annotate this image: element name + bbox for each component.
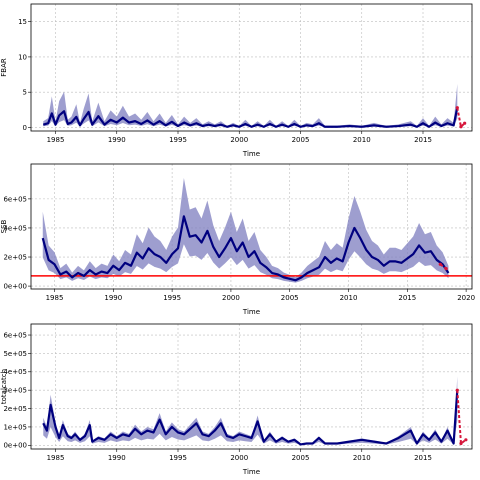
x-tick-label: 2010 bbox=[353, 136, 371, 144]
x-tick-label: 2015 bbox=[398, 294, 416, 302]
y-tick-label: 0e+00 bbox=[3, 282, 27, 290]
x-tick-label: 2005 bbox=[292, 136, 310, 144]
x-tick-label: 2010 bbox=[340, 294, 358, 302]
y-tick-label: 4e+05 bbox=[3, 224, 27, 232]
plot-frame bbox=[30, 323, 473, 450]
y-axis-label: totalcatch bbox=[0, 369, 8, 404]
forecast-point bbox=[464, 438, 468, 442]
y-tick-label: 15 bbox=[18, 18, 27, 26]
y-tick-label: 0 bbox=[23, 124, 27, 132]
x-tick-label: 2000 bbox=[222, 294, 240, 302]
plot-frame bbox=[30, 163, 473, 290]
y-tick-label: 1e+05 bbox=[3, 423, 27, 431]
y-tick-label: 5 bbox=[23, 89, 27, 97]
panel-totalcatch: 1985 1990 1995 2000 2005 2010 2015 0e+00 1e+05 2e… bbox=[0, 323, 473, 476]
x-tick-label: 2000 bbox=[230, 454, 248, 462]
series-forecast-line bbox=[456, 107, 466, 129]
x-tick-label: 1985 bbox=[47, 136, 65, 144]
panel-ssb: 1985 1990 1995 2000 2005 2010 2015 2020 0e+00 2e+… bbox=[0, 163, 475, 316]
x-axis-label: Time bbox=[242, 468, 260, 476]
forecast-point bbox=[438, 262, 442, 266]
x-tick-label: 2015 bbox=[414, 454, 432, 462]
x-tick-label: 2010 bbox=[353, 454, 371, 462]
y-tick-label: 6e+05 bbox=[3, 331, 27, 339]
forecast-point bbox=[459, 441, 463, 446]
forecast-point bbox=[463, 121, 467, 125]
y-axis-label: FBAR bbox=[0, 58, 8, 77]
x-tick-label: 1990 bbox=[108, 136, 126, 144]
x-tick-label: 2005 bbox=[292, 454, 310, 462]
x-axis-label: Time bbox=[242, 150, 260, 158]
x-tick-label: 2005 bbox=[281, 294, 299, 302]
confidence-band bbox=[42, 177, 449, 283]
x-tick-label: 1990 bbox=[104, 294, 122, 302]
confidence-band bbox=[43, 376, 458, 445]
x-tick-label: 2020 bbox=[457, 294, 475, 302]
y-tick-label: 4e+05 bbox=[3, 368, 27, 376]
forecast-point bbox=[455, 388, 459, 392]
x-tick-label: 1985 bbox=[46, 294, 64, 302]
forecast-point bbox=[459, 125, 463, 129]
y-tick-label: 0e+00 bbox=[3, 442, 27, 450]
x-tick-label: 2000 bbox=[230, 136, 248, 144]
x-tick-label: 1990 bbox=[108, 454, 126, 462]
x-tick-label: 1995 bbox=[163, 294, 181, 302]
y-tick-label: 3e+05 bbox=[3, 387, 27, 395]
confidence-band bbox=[43, 84, 458, 128]
plot-frame bbox=[30, 3, 473, 132]
y-tick-label: 6e+05 bbox=[3, 195, 27, 203]
x-axis-label: Time bbox=[242, 308, 260, 316]
series-forecast-line bbox=[456, 390, 467, 446]
forecast-point bbox=[444, 267, 448, 271]
panel-fbar: 1985 1990 1995 2000 2005 2010 2015 0 5 10 15 Time FB… bbox=[0, 3, 473, 158]
series-estimate-line bbox=[42, 107, 459, 128]
series-estimate-line bbox=[41, 215, 450, 282]
x-tick-label: 2015 bbox=[414, 136, 432, 144]
y-tick-label: 2e+05 bbox=[3, 253, 27, 261]
x-tick-label: 1985 bbox=[47, 454, 65, 462]
y-axis-label: SSB bbox=[0, 219, 8, 233]
y-tick-label: 10 bbox=[18, 53, 27, 61]
y-tick-label: 5e+05 bbox=[3, 350, 27, 358]
x-tick-label: 1995 bbox=[169, 136, 187, 144]
x-tick-label: 1995 bbox=[169, 454, 187, 462]
y-tick-label: 2e+05 bbox=[3, 405, 27, 413]
forecast-point bbox=[455, 106, 459, 110]
series-estimate-line bbox=[42, 390, 459, 446]
